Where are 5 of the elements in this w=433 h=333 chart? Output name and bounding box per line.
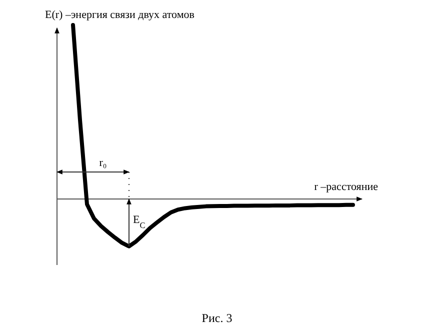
annotation: E$_{C}$ xyxy=(133,214,146,230)
x-axis-title: r –расстояние xyxy=(314,181,378,193)
y-axis-title: E(r) –энергия связи двух атомов xyxy=(45,9,194,21)
text: Рис. 3 xyxy=(202,311,232,325)
annotation: r₀ xyxy=(99,157,107,169)
